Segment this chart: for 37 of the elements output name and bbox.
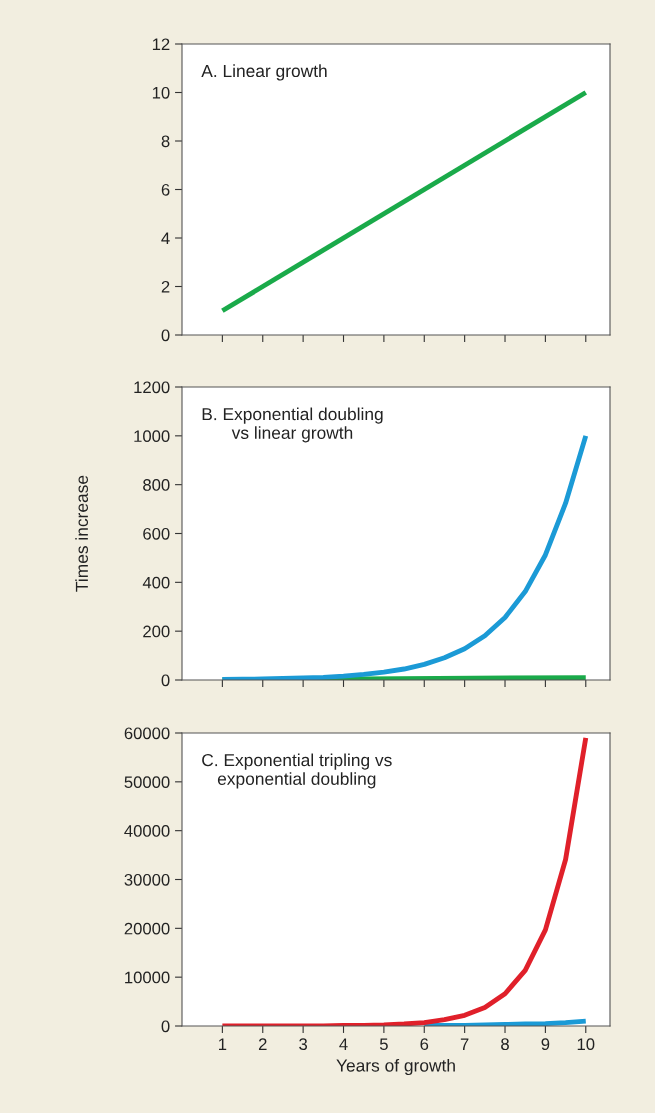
- y-tick-label: 0: [161, 674, 170, 687]
- y-tick-label: 60000: [124, 727, 170, 740]
- x-tick-label: 4: [339, 1038, 348, 1050]
- y-tick-label: 30000: [124, 873, 170, 886]
- line-series: [219, 735, 589, 1026]
- x-tick-label: 8: [501, 1038, 509, 1051]
- y-tick-label: 1200: [134, 381, 170, 394]
- y-tick-label: 600: [143, 527, 170, 540]
- x-tick-label: 1: [219, 1038, 227, 1050]
- y-axis-title: Times increase: [75, 475, 89, 592]
- y-tick-label: 20000: [124, 922, 170, 935]
- y-tick-label: 0: [161, 1020, 170, 1033]
- x-tick-label: 10: [577, 1038, 595, 1051]
- x-tick-label: 2: [258, 1038, 267, 1050]
- y-tick-label: 2: [161, 280, 170, 293]
- text: A. Linear growth: [201, 64, 327, 81]
- y-tick-label: 6: [161, 183, 170, 196]
- text: B. Exponential doubling vs linear growth: [202, 407, 383, 443]
- y-tick-label: 4: [161, 232, 170, 245]
- x-tick-label: 6: [420, 1038, 429, 1051]
- y-tick-label: 0: [161, 329, 170, 342]
- x-axis-title: Years of growth: [336, 1058, 455, 1076]
- x-tick-label: 7: [460, 1038, 469, 1050]
- y-tick-label: 8: [161, 135, 170, 148]
- x-tick-label: 9: [541, 1038, 550, 1051]
- y-tick-label: 200: [143, 625, 170, 638]
- text: C. Exponential tripling vs exponential doubling: [202, 753, 392, 789]
- y-tick-label: 12: [152, 38, 170, 51]
- y-tick-label: 1000: [134, 430, 170, 443]
- y-tick-label: 40000: [124, 825, 170, 837]
- x-tick-label: 5: [379, 1038, 388, 1051]
- y-tick-label: 50000: [124, 776, 170, 789]
- x-tick-label: 3: [299, 1038, 308, 1051]
- y-tick-label: 10: [152, 86, 170, 99]
- y-tick-label: 10000: [125, 971, 170, 984]
- y-tick-label: 400: [142, 576, 170, 589]
- y-tick-label: 800: [143, 479, 170, 491]
